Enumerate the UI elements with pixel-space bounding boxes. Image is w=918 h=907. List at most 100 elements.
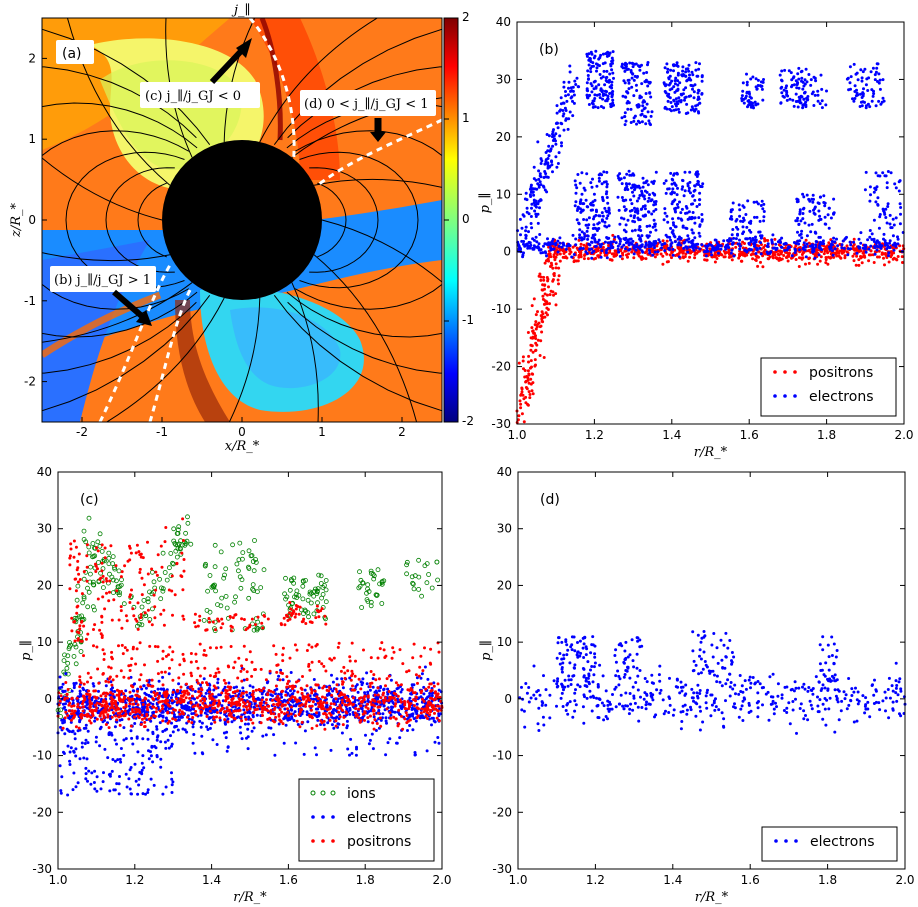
y-tick-label: 40 bbox=[496, 15, 511, 29]
data-point bbox=[800, 236, 804, 240]
data-point bbox=[578, 236, 582, 240]
field-line bbox=[42, 28, 211, 412]
data-point bbox=[85, 757, 89, 761]
data-point bbox=[252, 726, 256, 730]
data-point bbox=[542, 356, 546, 359]
data-point bbox=[678, 81, 682, 85]
data-point bbox=[647, 245, 651, 249]
data-point bbox=[843, 254, 847, 258]
data-point bbox=[727, 255, 731, 259]
data-point bbox=[896, 235, 899, 239]
data-point bbox=[539, 251, 543, 255]
data-point bbox=[812, 211, 816, 215]
data-point bbox=[534, 313, 538, 317]
data-point bbox=[723, 245, 727, 249]
data-point bbox=[648, 91, 652, 95]
data-point bbox=[631, 172, 635, 176]
data-point bbox=[752, 244, 756, 248]
data-point bbox=[860, 255, 864, 259]
data-point bbox=[583, 234, 587, 238]
data-point bbox=[782, 88, 786, 92]
data-point bbox=[807, 261, 811, 265]
data-point bbox=[102, 771, 105, 775]
data-point bbox=[536, 140, 540, 144]
data-point bbox=[635, 199, 639, 203]
data-point bbox=[875, 239, 879, 243]
data-point bbox=[763, 248, 767, 252]
data-point bbox=[749, 96, 753, 100]
data-point bbox=[377, 708, 381, 712]
data-point bbox=[164, 785, 168, 789]
data-point bbox=[760, 87, 764, 91]
data-point bbox=[696, 170, 699, 174]
data-point bbox=[894, 245, 898, 248]
data-point bbox=[681, 69, 685, 73]
data-point bbox=[657, 238, 661, 242]
data-point bbox=[859, 92, 862, 96]
data-point bbox=[546, 237, 549, 241]
data-point bbox=[881, 78, 885, 82]
data-point bbox=[811, 250, 815, 254]
data-point bbox=[801, 87, 805, 91]
data-point bbox=[609, 244, 613, 247]
data-point bbox=[198, 719, 202, 723]
data-point bbox=[532, 244, 536, 248]
data-point bbox=[829, 216, 833, 220]
data-point bbox=[163, 728, 167, 732]
data-point bbox=[643, 214, 647, 218]
data-point bbox=[900, 255, 904, 259]
data-point bbox=[620, 196, 624, 199]
data-point bbox=[544, 311, 548, 315]
data-point bbox=[636, 75, 639, 78]
data-point bbox=[681, 225, 685, 229]
data-point bbox=[76, 699, 80, 703]
data-point bbox=[638, 186, 642, 190]
data-point bbox=[536, 212, 540, 216]
data-point bbox=[365, 682, 369, 686]
data-point bbox=[597, 173, 601, 177]
data-point bbox=[878, 215, 882, 219]
data-point bbox=[591, 102, 595, 106]
data-point bbox=[524, 236, 528, 240]
data-point bbox=[90, 579, 96, 585]
data-point bbox=[805, 234, 809, 238]
data-point bbox=[522, 420, 526, 424]
data-point bbox=[364, 733, 367, 737]
data-point bbox=[644, 80, 648, 84]
data-point bbox=[744, 213, 748, 216]
data-point bbox=[565, 99, 569, 103]
data-point bbox=[574, 237, 578, 241]
data-point bbox=[652, 209, 656, 213]
data-point bbox=[802, 195, 806, 199]
data-point bbox=[672, 63, 676, 67]
data-point bbox=[780, 257, 784, 261]
data-point bbox=[700, 213, 704, 216]
data-point bbox=[579, 210, 583, 214]
data-point bbox=[852, 243, 856, 246]
data-point bbox=[818, 242, 822, 246]
data-point bbox=[622, 205, 626, 209]
data-point bbox=[62, 752, 66, 755]
data-point bbox=[867, 259, 871, 263]
data-point bbox=[741, 81, 745, 85]
data-point bbox=[570, 89, 573, 93]
data-point bbox=[524, 225, 528, 229]
data-point bbox=[871, 66, 875, 70]
data-point bbox=[748, 101, 752, 105]
data-point bbox=[642, 71, 646, 75]
data-point bbox=[826, 262, 830, 266]
data-point bbox=[642, 181, 646, 185]
data-point bbox=[625, 182, 629, 186]
data-point bbox=[177, 682, 181, 686]
data-point bbox=[612, 254, 616, 258]
data-point bbox=[66, 793, 70, 797]
data-point bbox=[882, 237, 885, 241]
data-point bbox=[780, 236, 784, 240]
data-point bbox=[680, 207, 684, 211]
data-point bbox=[527, 354, 531, 358]
data-point bbox=[568, 64, 572, 68]
data-point bbox=[748, 247, 751, 251]
data-point bbox=[101, 780, 105, 784]
data-point bbox=[824, 258, 828, 262]
